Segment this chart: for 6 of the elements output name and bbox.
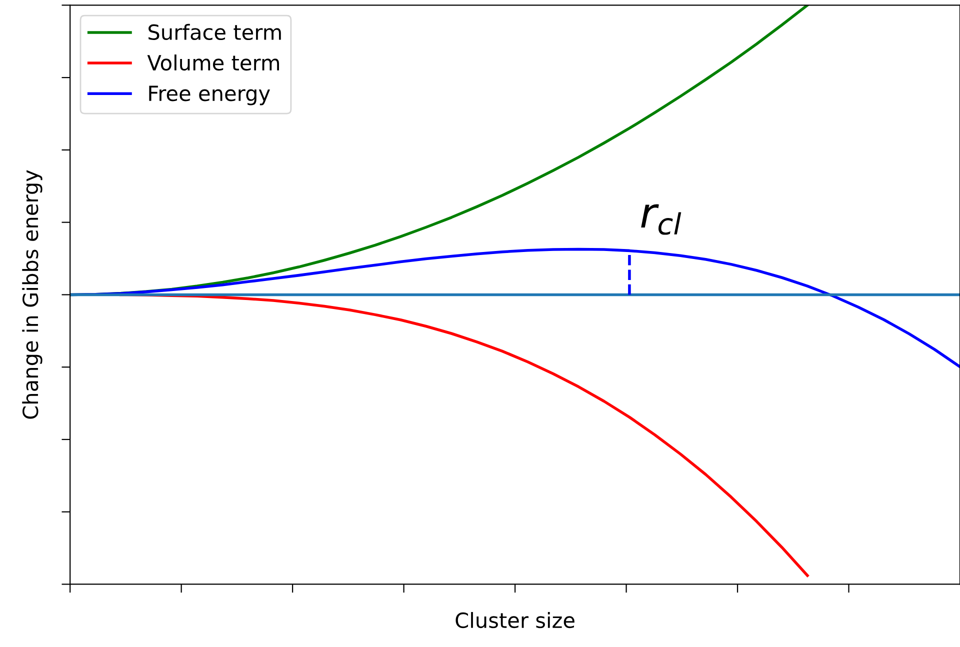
legend-label: Surface term [148,24,281,40]
x-axis-title: Cluster size [456,612,574,628]
legend-label: Free energy [149,86,270,106]
annotation: r$_{cl}$ [641,204,682,235]
y-axis-title: Change in Gibbs energy [22,170,42,419]
legend-label: Volume term [147,54,279,71]
